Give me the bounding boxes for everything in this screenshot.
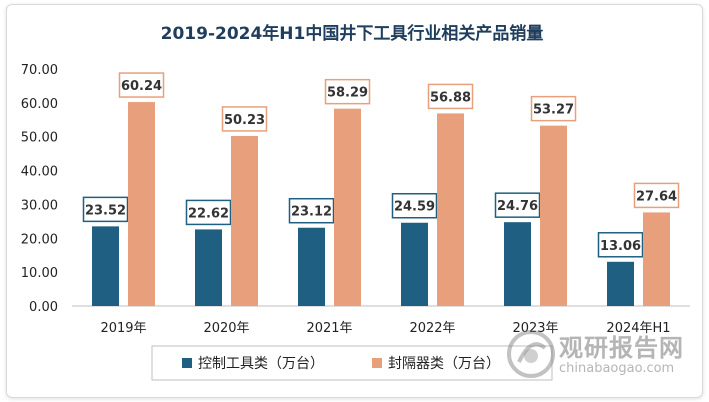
- data-label-box: [221, 106, 268, 132]
- data-label: 56.88: [430, 90, 471, 105]
- watermark-url: chinabaogao.com: [559, 361, 675, 376]
- y-tick-label: 10.00: [21, 266, 58, 281]
- data-label: 50.23: [224, 113, 265, 128]
- data-label: 23.52: [85, 203, 126, 218]
- legend: 控制工具类（万台） 封隔器类（万台）: [151, 345, 553, 381]
- y-tick-label: 50.00: [21, 131, 58, 146]
- bar-packers: [231, 135, 258, 306]
- bar-control-tools: [607, 261, 634, 306]
- y-tick-label: 70.00: [21, 63, 58, 78]
- data-label-box: [633, 182, 680, 209]
- data-label: 27.64: [636, 189, 677, 204]
- bar-control-tools: [195, 229, 222, 306]
- y-tick-label: 40.00: [21, 165, 58, 180]
- legend-label: 封隔器类（万台）: [388, 356, 500, 372]
- x-tick-label: 2022年: [409, 321, 455, 336]
- x-tick-label: 2021年: [306, 321, 352, 336]
- bar-packers: [128, 102, 155, 306]
- data-label: 60.24: [121, 79, 162, 94]
- bar-control-tools: [92, 226, 119, 306]
- data-label: 13.06: [600, 239, 641, 254]
- data-label: 58.29: [327, 86, 368, 101]
- legend-box: [151, 345, 553, 381]
- data-label-box: [185, 199, 232, 226]
- y-tick-label: 30.00: [21, 198, 58, 213]
- x-tick-label: 2019年: [100, 321, 146, 336]
- watermark-brand: 观研报告网: [559, 334, 684, 362]
- x-tick-label: 2023年: [512, 321, 558, 336]
- legend-swatch: [372, 358, 382, 368]
- bar-control-tools: [504, 222, 531, 306]
- data-label-box: [597, 232, 644, 258]
- watermark: 观研报告网 chinabaogao.com: [505, 326, 695, 384]
- data-label-box: [427, 83, 474, 110]
- y-tick-label: 20.00: [21, 232, 58, 247]
- data-label-box: [530, 95, 577, 122]
- chart-title: 2019-2024年H1中国井下工具行业相关产品销量: [161, 23, 544, 44]
- x-tick-label: 2024年H1: [606, 321, 670, 336]
- data-label: 53.27: [533, 103, 574, 118]
- data-label: 24.76: [497, 199, 538, 214]
- legend-label: 控制工具类（万台）: [198, 356, 324, 372]
- data-label-box: [391, 192, 438, 219]
- data-label-box: [118, 72, 165, 98]
- bars: 23.52 60.24 22.62 50.23 23.12 58.29 24.59 56.88…: [82, 72, 680, 307]
- data-label-box: [494, 192, 541, 218]
- y-axis: 0.00 10.00 20.00 30.00 40.00 50.00 60.00 70.00: [21, 63, 58, 315]
- y-tick-label: 60.00: [21, 97, 58, 112]
- bar-packers: [540, 125, 567, 306]
- x-tick-label: 2020年: [203, 321, 249, 336]
- watermark-logo-icon: [507, 330, 555, 378]
- bar-control-tools: [401, 222, 428, 306]
- data-label: 22.62: [188, 206, 229, 221]
- data-label: 23.12: [291, 205, 332, 220]
- x-axis: 2019年 2020年 2021年 2022年 2023年 2024年H1: [100, 321, 670, 336]
- bar-packers: [437, 113, 464, 307]
- y-tick-label: 0.00: [29, 300, 58, 315]
- data-label: 24.59: [394, 200, 435, 215]
- data-label-box: [324, 78, 371, 105]
- bar-packers: [643, 212, 670, 306]
- legend-swatch: [182, 358, 192, 368]
- data-label-box: [288, 197, 335, 224]
- bar-control-tools: [298, 227, 325, 306]
- bar-packers: [334, 108, 361, 306]
- data-label-box: [82, 196, 129, 223]
